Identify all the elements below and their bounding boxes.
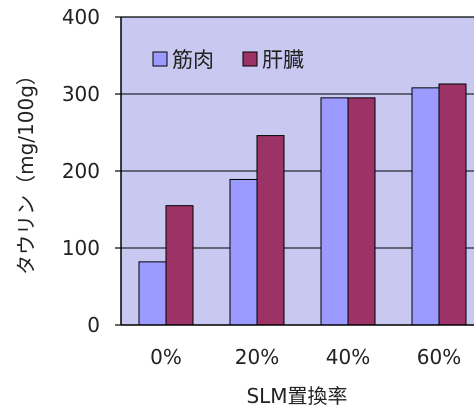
legend: 筋肉 肝臓 bbox=[152, 48, 304, 72]
bar-liver-1 bbox=[256, 135, 285, 326]
legend-swatch-muscle bbox=[152, 51, 168, 67]
bar-muscle-3 bbox=[411, 87, 440, 326]
x-tick-label: 20% bbox=[235, 345, 279, 369]
bars bbox=[138, 83, 467, 326]
y-tick-label: 300 bbox=[62, 82, 100, 106]
axes bbox=[115, 16, 474, 326]
y-axis-label: タウリン（mg/100g） bbox=[14, 65, 38, 275]
bar-liver-0 bbox=[165, 205, 194, 326]
x-axis-label: SLM置換率 bbox=[246, 384, 347, 408]
bar-liver-3 bbox=[438, 83, 467, 326]
y-tick-label: 100 bbox=[62, 236, 100, 260]
x-tick-label: 0% bbox=[150, 345, 182, 369]
bar-muscle-2 bbox=[320, 97, 349, 326]
x-tick-label: 60% bbox=[417, 345, 461, 369]
legend-label-liver: 肝臓 bbox=[262, 48, 304, 72]
legend-label-muscle: 筋肉 bbox=[172, 48, 214, 72]
y-tick-label: 400 bbox=[62, 5, 100, 29]
bar-muscle-0 bbox=[138, 261, 167, 326]
y-tick-label: 200 bbox=[62, 159, 100, 183]
x-tick-label: 40% bbox=[326, 345, 370, 369]
x-tick-labels: 0% 20% 40% 60% bbox=[150, 345, 461, 369]
y-tick-labels: 0 100 200 300 400 bbox=[62, 5, 100, 337]
bar-muscle-1 bbox=[229, 178, 258, 326]
y-tick-label: 0 bbox=[87, 313, 100, 337]
bar-liver-2 bbox=[347, 97, 376, 326]
legend-swatch-liver bbox=[242, 51, 258, 67]
